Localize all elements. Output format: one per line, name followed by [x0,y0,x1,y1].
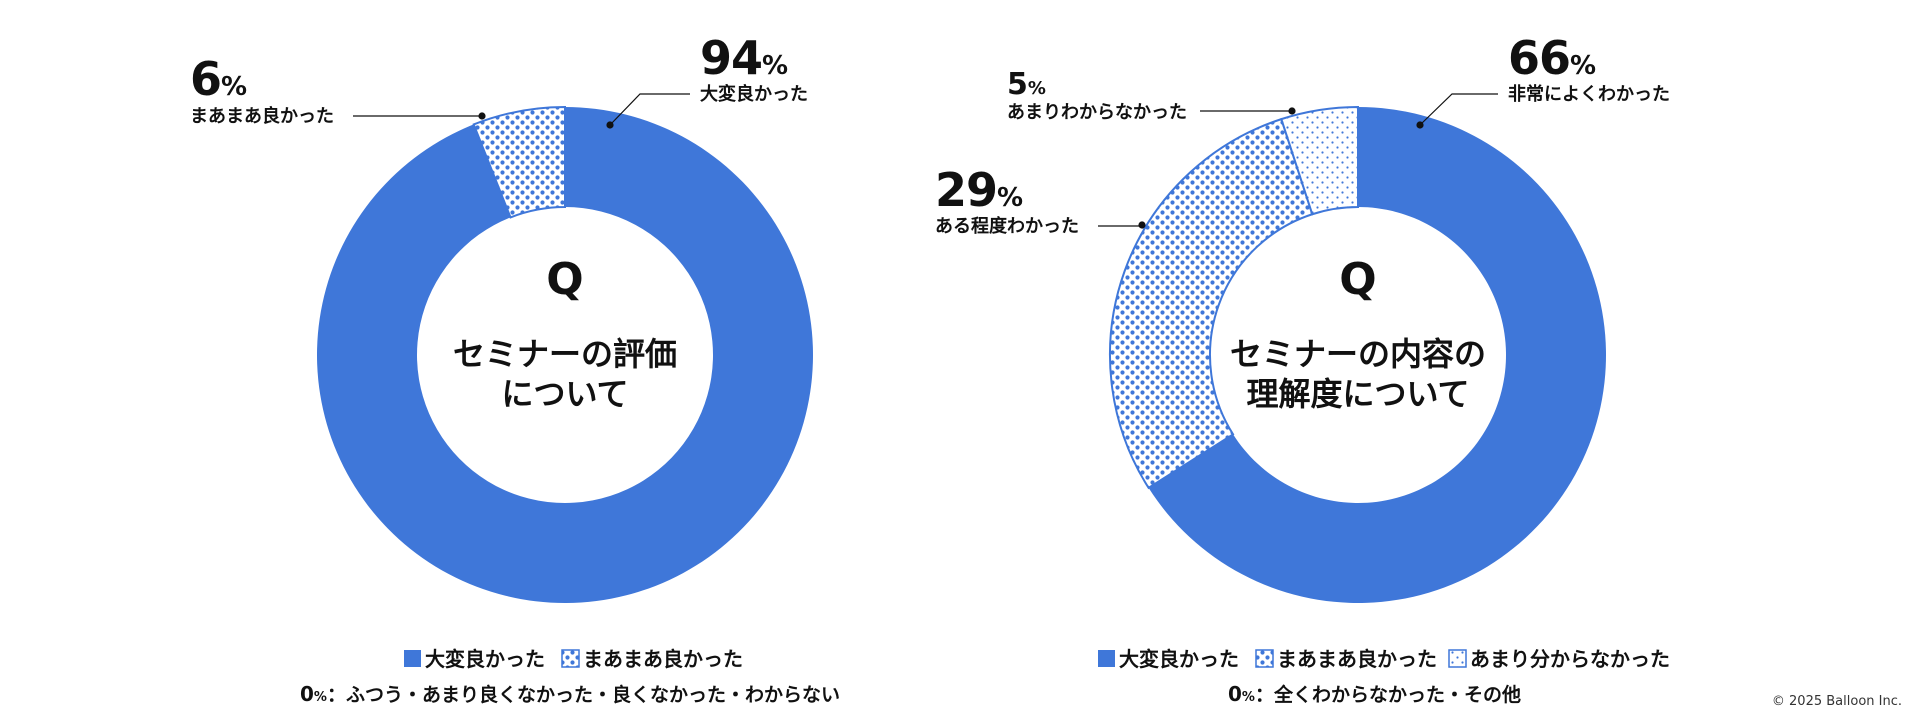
footnote-2-value: 0 [1228,682,1242,706]
chart-2-slice-1-label: ある程度わかった [935,215,1079,237]
chart-2-slice-2-pct: 5 [1007,67,1028,102]
chart-2-slice-1-pct: 29 [935,163,997,217]
footnote-1-text: ふつう・あまり良くなかった・良くなかった・わからない [346,683,840,706]
chart-2-slice-2-label: あまりわからなかった [1007,102,1187,123]
chart-1-callout-dot-1 [478,112,486,120]
chart-1-title-line2: について [501,375,628,413]
legend-2-swatch-solid [1098,650,1115,667]
chart-1-slice-1-label: まあまあ良かった [190,105,334,127]
legend-2-item-1: まあまあ良かった [1277,647,1437,671]
percent-sign: % [997,183,1023,213]
footnote-2-text: 全くわからなかった・その他 [1273,683,1521,706]
chart-1-slice-0 [316,107,813,603]
percent-sign: % [221,72,247,102]
chart-2-slice-0-pct: 66 [1508,31,1570,85]
chart-1-slice-1-value: 6% [190,52,247,106]
chart-2-slices [1109,105,1606,603]
chart-2-callout-dot-1 [1138,221,1146,229]
percent-sign: % [1570,51,1596,81]
chart-1-callout-line-0 [609,93,690,126]
chart-2-center-q: Q [1339,254,1376,305]
legend-2-swatch-dense [1255,649,1274,668]
chart-2: Q セミナーの内容の 理解度について 66% 非常によくわかった 29% ある程… [935,31,1670,706]
chart-1-slice-1-pct: 6 [190,52,221,106]
legend-1-swatch-solid [404,650,421,667]
chart-1-slice-1 [472,105,566,219]
footnote-1-sep: ： [327,684,346,706]
chart-2-footnote: 0%：全くわからなかった・その他 [1228,682,1521,706]
chart-2-slice-1 [1109,117,1314,490]
chart-1-slice-0-pct: 94 [700,31,762,85]
chart-1-title-line1: セミナーの評価 [453,335,677,373]
chart-2-slice-2 [1280,105,1359,216]
chart-2-slice-0 [1148,107,1606,603]
chart-1-slice-0-value: 94% [700,31,788,85]
legend-1-swatch-dots [561,649,580,668]
chart-2-callout-dot-2 [1288,107,1296,115]
chart-2-title-line1: セミナーの内容の [1230,335,1486,373]
percent-sign: % [1028,78,1046,99]
legend-2-item-0: 大変良かった [1119,647,1239,671]
chart-2-callout-line-0 [1419,93,1498,126]
legend-1-item-1: まあまあ良かった [583,647,743,671]
footnote-1-value: 0 [300,682,314,706]
legend-1-item-0: 大変良かった [425,647,545,671]
chart-1-center-q: Q [546,254,583,305]
chart-2-callout-dot-0 [1416,121,1424,129]
chart-1-callout-dot-0 [606,121,614,129]
chart-1-slices [316,105,813,603]
footnote-2-unit: % [1242,690,1255,705]
footnote-2-sep: ： [1255,684,1274,706]
percent-sign: % [762,51,788,81]
copyright: © 2025 Balloon Inc. [1772,694,1902,709]
chart-2-slice-1-value: 29% [935,163,1023,217]
chart-1-footnote: 0%：ふつう・あまり良くなかった・良くなかった・わからない [300,682,840,706]
legend-2-item-2: あまり分からなかった [1470,647,1670,671]
chart-1: Q セミナーの評価 について 94% 大変良かった 6% まあまあ良かった 大変… [190,31,840,706]
chart-2-slice-0-label: 非常によくわかった [1508,83,1670,105]
chart-2-title-line2: 理解度について [1246,375,1469,413]
chart-1-slice-0-label: 大変良かった [700,83,808,105]
chart-2-slice-0-value: 66% [1508,31,1596,85]
chart-2-slice-2-value: 5% [1007,67,1046,102]
footnote-1-unit: % [314,690,327,705]
legend-2-swatch-sparse [1448,649,1467,668]
